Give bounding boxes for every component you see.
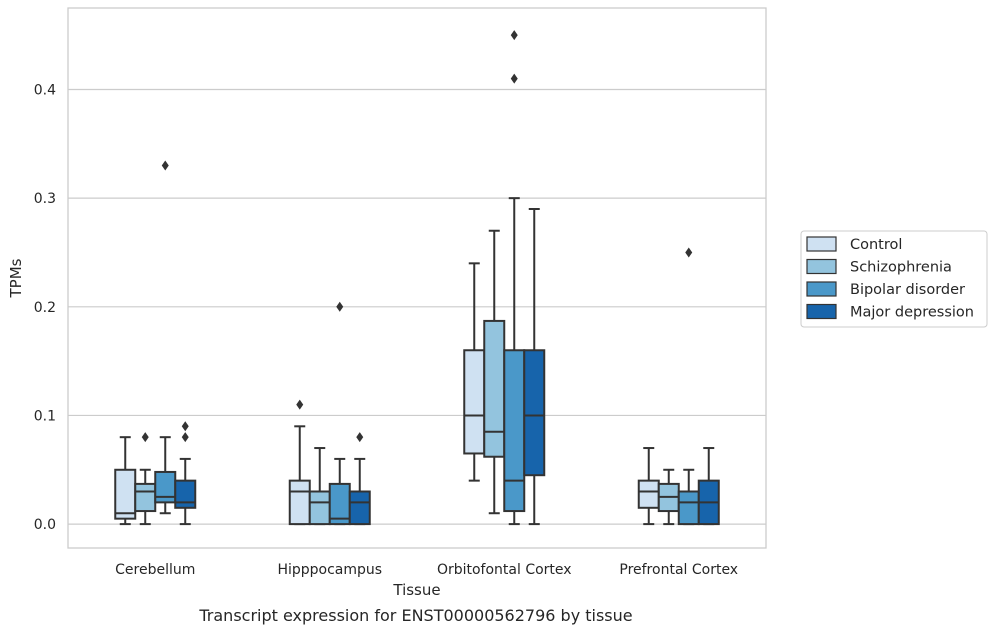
x-tick-labels: Cerebellum Hipppocampus Orbitofontal Corte… (115, 562, 738, 578)
outlier-point (685, 247, 693, 258)
legend-label: Control (850, 237, 902, 253)
x-axis-label: Tissue (392, 581, 440, 599)
y-tick-label: 0.4 (34, 82, 56, 98)
x-tick-label: Prefrontal Cortex (619, 562, 738, 578)
box-schizophrenia (308, 447, 331, 526)
legend-swatch (806, 281, 837, 297)
outlier-point (181, 421, 189, 432)
outlier-point (510, 30, 518, 41)
box-control (114, 436, 137, 526)
outlier-point (356, 432, 364, 443)
box-schizophrenia (657, 468, 680, 526)
box-control (637, 447, 660, 526)
plot-frame (67, 7, 767, 549)
box (463, 349, 486, 455)
box-major-depression (348, 432, 371, 526)
box (637, 479, 660, 509)
box-major-depression (523, 208, 546, 526)
outlier-point (141, 432, 149, 443)
outlier-point (336, 301, 344, 312)
box (134, 482, 157, 513)
y-tick-label: 0.1 (34, 408, 56, 424)
y-axis-label: TPMs (7, 258, 25, 298)
box-bipolar-disorder (677, 247, 700, 526)
figure-caption: Transcript expression for ENST0000056279… (199, 606, 633, 625)
box-bipolar-disorder (328, 301, 351, 526)
box-control (463, 262, 486, 482)
box-bipolar-disorder (503, 30, 526, 526)
box-major-depression (697, 447, 720, 526)
outlier-point (296, 399, 304, 410)
box (348, 490, 371, 526)
legend-swatch (806, 258, 837, 275)
y-tick-labels: 0.0 0.1 0.2 0.3 0.4 (34, 82, 56, 533)
y-tick-label: 0.0 (34, 517, 56, 533)
y-tick-label: 0.3 (34, 191, 56, 207)
x-tick-label: Cerebellum (115, 562, 195, 578)
legend-swatch (806, 236, 837, 252)
box-schizophrenia (483, 229, 506, 515)
box-series (114, 30, 720, 526)
x-tick-label: Orbitofontal Cortex (437, 562, 572, 578)
box (523, 349, 546, 477)
outlier-point (181, 432, 189, 443)
legend: Control Schizophrenia Bipolar disorder Majo… (800, 230, 988, 328)
box-schizophrenia (134, 432, 157, 526)
box (483, 319, 506, 458)
box (308, 490, 331, 526)
box (114, 468, 137, 520)
box-control (288, 399, 311, 526)
box (288, 479, 311, 526)
grid-lines (68, 88, 766, 525)
outlier-point (161, 160, 169, 171)
legend-label: Schizophrenia (850, 260, 952, 276)
box-major-depression (174, 421, 197, 526)
legend-swatch (806, 303, 837, 320)
legend-frame (800, 230, 988, 328)
box-bipolar-disorder (154, 160, 177, 515)
box (677, 490, 700, 526)
x-tick-label: Hipppocampus (277, 562, 382, 578)
y-tick-label: 0.2 (34, 300, 56, 316)
outlier-point (510, 73, 518, 84)
box (174, 479, 197, 509)
legend-label: Major depression (850, 305, 974, 321)
box (503, 349, 526, 513)
legend-label: Bipolar disorder (850, 282, 965, 298)
